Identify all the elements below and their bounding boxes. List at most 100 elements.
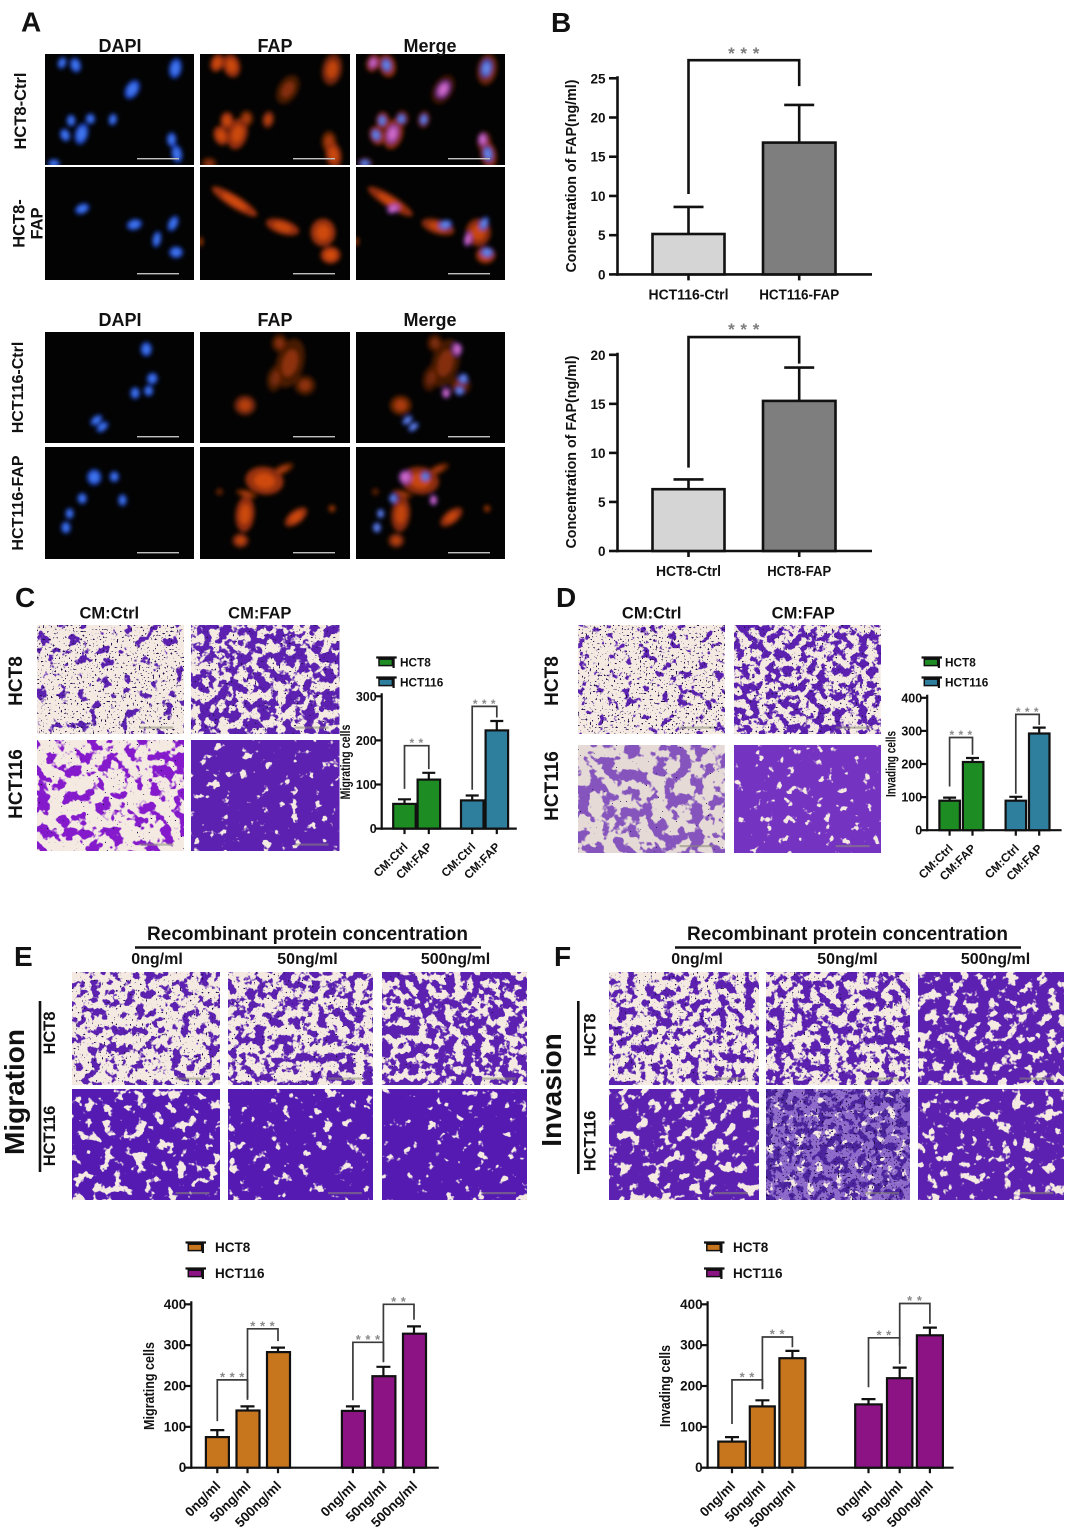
svg-text:10: 10 [590, 446, 605, 461]
svg-text:DAPI: DAPI [98, 36, 141, 56]
svg-text:400: 400 [680, 1297, 703, 1312]
svg-text:Recombinant protein concentrat: Recombinant protein concentration [687, 924, 1008, 945]
svg-text:Migrating cells: Migrating cells [338, 725, 353, 800]
svg-text:200: 200 [356, 734, 377, 748]
svg-text:* * *: * * * [356, 1332, 381, 1347]
svg-text:* * *: * * * [728, 320, 760, 339]
svg-text:300: 300 [356, 690, 377, 704]
svg-text:* *: * * [770, 1326, 786, 1341]
svg-text:B: B [551, 7, 571, 38]
svg-text:D: D [556, 582, 576, 613]
svg-text:10: 10 [590, 189, 605, 204]
svg-text:0ng/ml: 0ng/ml [671, 951, 723, 968]
svg-text:HCT116: HCT116 [6, 749, 27, 819]
svg-text:0: 0 [915, 824, 922, 838]
svg-text:HCT8: HCT8 [945, 656, 976, 670]
svg-text:0: 0 [370, 822, 377, 836]
svg-text:Invading cells: Invading cells [884, 731, 899, 797]
svg-text:300: 300 [680, 1338, 703, 1353]
svg-text:25: 25 [590, 71, 606, 86]
svg-text:CM:Ctrl: CM:Ctrl [622, 605, 682, 623]
svg-text:0: 0 [179, 1460, 187, 1475]
svg-text:HCT8-FAP: HCT8-FAP [767, 564, 831, 580]
svg-text:FAP: FAP [257, 310, 292, 330]
svg-text:HCT116: HCT116 [582, 1111, 600, 1172]
svg-text:* *: * * [907, 1293, 923, 1308]
svg-text:F: F [554, 941, 571, 972]
svg-text:20: 20 [590, 111, 605, 126]
svg-text:HCT8-: HCT8- [11, 199, 29, 248]
svg-text:* *: * * [740, 1369, 756, 1384]
svg-text:HCT8-Ctrl: HCT8-Ctrl [656, 564, 721, 580]
svg-text:* *: * * [391, 1294, 407, 1309]
svg-text:* * *: * * * [250, 1318, 275, 1333]
svg-text:* * *: * * * [220, 1369, 245, 1384]
svg-text:HCT8: HCT8 [400, 656, 431, 670]
svg-text:Recombinant protein concentrat: Recombinant protein concentration [147, 924, 468, 945]
svg-text:HCT116: HCT116 [945, 676, 989, 690]
svg-text:HCT8: HCT8 [41, 1011, 59, 1054]
svg-text:E: E [14, 941, 33, 972]
svg-text:100: 100 [901, 791, 922, 805]
svg-text:200: 200 [680, 1379, 703, 1394]
svg-text:CM:FAP: CM:FAP [228, 605, 291, 623]
svg-text:HCT8: HCT8 [542, 656, 563, 706]
svg-text:* * *: * * * [949, 728, 972, 742]
svg-text:0ng/ml: 0ng/ml [131, 951, 183, 968]
svg-text:50ng/ml: 50ng/ml [277, 951, 337, 968]
svg-text:Concentration of FAP(ng/ml): Concentration of FAP(ng/ml) [563, 356, 580, 549]
svg-text:* *: * * [876, 1327, 892, 1342]
svg-text:Migration: Migration [0, 1029, 30, 1155]
svg-text:* * *: * * * [1016, 705, 1039, 719]
svg-text:Migrating cells: Migrating cells [141, 1342, 158, 1430]
svg-text:5: 5 [598, 228, 606, 243]
svg-text:HCT116: HCT116 [41, 1106, 59, 1167]
svg-text:HCT116-Ctrl: HCT116-Ctrl [10, 342, 27, 434]
svg-text:HCT116: HCT116 [542, 751, 563, 821]
svg-text:CM:Ctrl: CM:Ctrl [80, 605, 140, 623]
svg-text:* * *: * * * [728, 44, 760, 63]
svg-text:HCT116: HCT116 [400, 676, 444, 690]
svg-text:A: A [21, 7, 41, 38]
svg-text:Concentration of FAP(ng/ml): Concentration of FAP(ng/ml) [563, 80, 580, 273]
svg-text:300: 300 [164, 1338, 187, 1353]
svg-text:400: 400 [164, 1297, 187, 1312]
svg-text:FAP: FAP [257, 36, 292, 56]
svg-text:CM:FAP: CM:FAP [772, 605, 835, 623]
svg-text:* * *: * * * [473, 697, 496, 711]
svg-text:500ng/ml: 500ng/ml [421, 951, 490, 968]
svg-text:HCT116-FAP: HCT116-FAP [759, 287, 839, 303]
svg-text:HCT116: HCT116 [215, 1266, 265, 1281]
svg-text:* *: * * [410, 736, 424, 750]
svg-text:HCT8: HCT8 [6, 656, 27, 706]
svg-text:200: 200 [164, 1379, 187, 1394]
svg-text:100: 100 [356, 778, 377, 792]
svg-text:Invading cells: Invading cells [657, 1345, 674, 1427]
svg-text:200: 200 [901, 758, 922, 772]
svg-text:FAP: FAP [29, 207, 47, 239]
svg-text:0: 0 [695, 1460, 703, 1475]
svg-text:HCT8: HCT8 [215, 1240, 251, 1255]
svg-text:HCT116-FAP: HCT116-FAP [10, 455, 27, 550]
svg-text:HCT8: HCT8 [582, 1013, 600, 1056]
svg-text:5: 5 [598, 495, 606, 510]
svg-text:500ng/ml: 500ng/ml [961, 951, 1030, 968]
svg-text:HCT116: HCT116 [733, 1266, 783, 1281]
svg-text:HCT116-Ctrl: HCT116-Ctrl [649, 287, 729, 303]
svg-text:15: 15 [590, 150, 606, 165]
svg-text:Invasion: Invasion [536, 1033, 567, 1147]
svg-text:20: 20 [590, 348, 605, 363]
svg-text:HCT8-Ctrl: HCT8-Ctrl [12, 73, 30, 150]
svg-text:HCT8: HCT8 [733, 1240, 769, 1255]
svg-text:100: 100 [680, 1419, 703, 1434]
svg-text:Merge: Merge [403, 310, 456, 330]
svg-text:300: 300 [901, 724, 922, 738]
svg-text:0: 0 [598, 544, 606, 559]
svg-text:Merge: Merge [403, 36, 456, 56]
svg-text:400: 400 [901, 691, 922, 705]
svg-text:0: 0 [598, 267, 606, 282]
svg-text:15: 15 [590, 397, 606, 412]
svg-text:100: 100 [164, 1419, 187, 1434]
svg-text:50ng/ml: 50ng/ml [817, 951, 877, 968]
svg-text:DAPI: DAPI [98, 310, 141, 330]
